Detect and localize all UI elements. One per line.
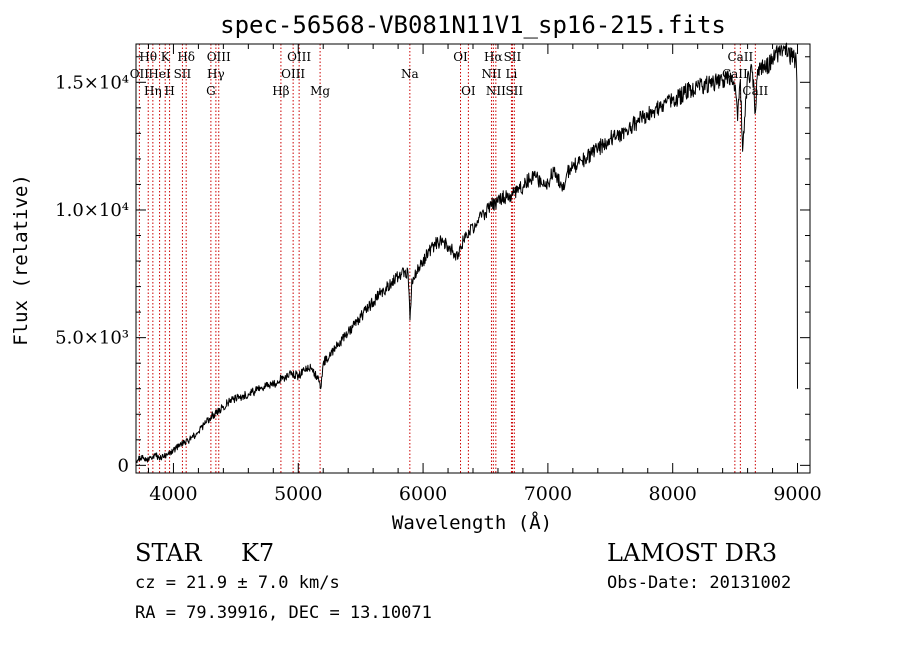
line-label-20: NII: [486, 84, 506, 98]
line-label-5: H: [164, 84, 174, 98]
line-label-13: OIII: [287, 50, 311, 64]
line-label-1: OII: [130, 67, 150, 81]
plot-frame: [135, 43, 811, 474]
y-tick-label-0: 0: [118, 455, 129, 476]
line-label-6: SII: [174, 67, 192, 81]
line-label-14: Mg: [310, 84, 330, 98]
object-class: STAR: [135, 539, 202, 567]
line-label-10: OIII: [207, 50, 231, 64]
chart-title: spec-56568-VB081N11V1_sp16-215.fits: [220, 11, 726, 39]
x-tick-label-1: 5000: [274, 483, 322, 505]
line-label-21: Li: [506, 67, 518, 81]
line-label-25: CaII: [727, 50, 753, 64]
line-label-8: G: [206, 84, 216, 98]
survey-name: LAMOST DR3: [607, 539, 778, 567]
x-tick-label-2: 6000: [399, 483, 447, 505]
x-tick-label-3: 7000: [524, 483, 572, 505]
x-tick-label-0: 4000: [149, 483, 197, 505]
y-tick-label-1: 5.0×10³: [55, 328, 129, 349]
observation-date: Obs-Date: 20131002: [607, 573, 792, 593]
sky-coordinates: RA = 79.39916, DEC = 13.10071: [135, 603, 432, 623]
y-tick-label-2: 1.0×10⁴: [55, 200, 129, 221]
x-tick-label-5: 9000: [773, 483, 821, 505]
line-label-17: OI: [461, 84, 476, 98]
line-label-9: Hγ: [207, 67, 225, 81]
line-label-2: Hη: [144, 84, 162, 98]
line-label-23: SII: [505, 84, 523, 98]
y-tick-label-3: 1.5×10⁴: [55, 72, 129, 93]
redshift-velocity: cz = 21.9 ± 7.0 km/s: [135, 573, 340, 593]
y-axis-label: Flux (relative): [10, 174, 32, 346]
line-label-0: Hθ: [139, 50, 157, 64]
line-label-19: Hα: [484, 50, 503, 64]
spectral-subclass: K7: [241, 539, 275, 567]
spectrum-series-group: [135, 42, 798, 464]
y-axis: 0 5.0×10³ 1.0×10⁴ 1.5×10⁴: [55, 56, 810, 476]
line-label-11: Hβ: [272, 84, 289, 98]
x-axis-label: Wavelength (Å): [392, 511, 552, 534]
line-label-18: NII: [481, 67, 501, 81]
line-label-15: Na: [401, 67, 419, 81]
line-label-3: HeI: [148, 67, 171, 81]
line-label-16: OI: [453, 50, 468, 64]
line-label-4: K: [161, 50, 171, 64]
emission-line-markers: [138, 44, 756, 473]
line-label-7: Hδ: [177, 50, 195, 64]
x-axis: 4000 5000 6000 7000 8000 9000: [147, 44, 822, 505]
spectrum-series-flux: [135, 42, 798, 464]
line-label-12: OIII: [281, 67, 305, 81]
line-label-26: CaII: [742, 84, 768, 98]
x-tick-label-4: 8000: [649, 483, 697, 505]
line-label-22: SII: [504, 50, 522, 64]
emission-line-labels: HθOIIHηHeIKHSIIHδGHγOIIIHβOIIIOIIIMgNaOI…: [130, 50, 769, 98]
